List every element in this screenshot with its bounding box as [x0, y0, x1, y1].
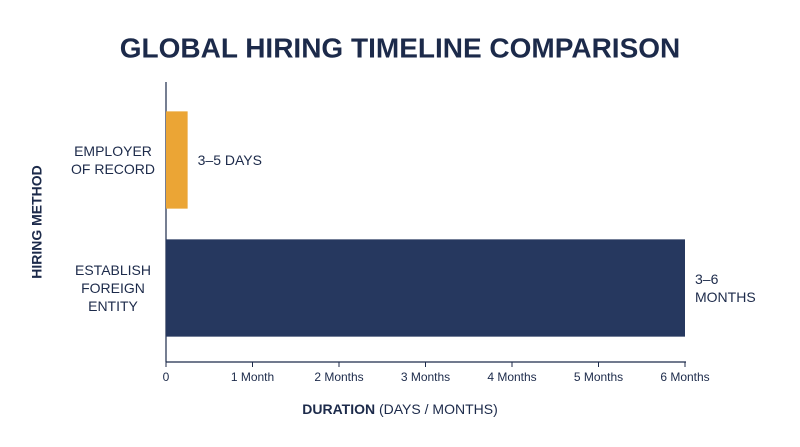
x-tick-label: 1 Month [231, 370, 274, 384]
x-tick-label: 4 Months [487, 370, 536, 384]
value-label: 3–6 MONTHS [695, 271, 756, 305]
chart-title: GLOBAL HIRING TIMELINE COMPARISON [120, 32, 681, 63]
x-tick-label: 3 Months [401, 370, 450, 384]
x-axis-label-bold: DURATION [302, 401, 375, 417]
value-label: 3–5 DAYS [197, 152, 262, 168]
x-tick-label: 2 Months [314, 370, 363, 384]
x-axis-label: DURATION (DAYS / MONTHS) [302, 401, 497, 417]
x-tick-label: 0 [163, 370, 170, 384]
x-tick-label: 5 Months [574, 370, 623, 384]
bar [166, 111, 188, 209]
y-axis-label: HIRING METHOD [29, 165, 45, 279]
x-axis-label-rest: (DAYS / MONTHS) [379, 401, 498, 417]
y-tick-label: EMPLOYER OF RECORD [71, 143, 155, 177]
bar [166, 239, 685, 337]
x-tick-label: 6 Months [660, 370, 709, 384]
y-tick-label: ESTABLISH FOREIGN ENTITY [75, 262, 151, 314]
